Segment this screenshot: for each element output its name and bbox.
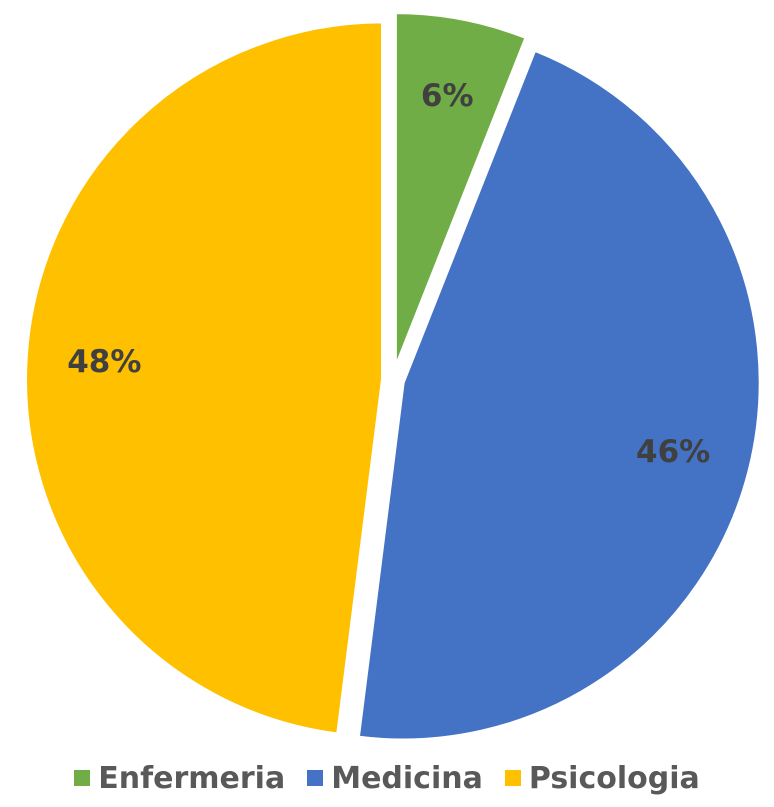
legend-item-medicina: Medicina <box>307 761 483 796</box>
pie-slice-medicina <box>355 47 763 743</box>
legend-item-psicologia: Psicologia <box>504 760 700 796</box>
pie-slice-psicologia <box>23 19 386 737</box>
legend-item-enfermeria: Enfermeria <box>74 761 285 796</box>
legend-swatch-psicologia <box>504 770 521 786</box>
data-label-enfermeria: 6% <box>421 78 474 114</box>
legend: Enfermeria Medicina Psicologia <box>0 752 774 804</box>
legend-label-psicologia: Psicologia <box>528 760 700 796</box>
data-label-medicina: 46% <box>636 434 710 470</box>
pie-slice-enfermeria <box>392 10 530 371</box>
legend-label-medicina: Medicina <box>331 760 483 796</box>
data-label-psicologia: 48% <box>67 344 141 380</box>
legend-swatch-enfermeria <box>74 770 91 786</box>
pie-chart-svg: 6% 46% 48% <box>23 10 763 743</box>
pie-chart: 6% 46% 48% <box>23 10 763 743</box>
legend-label-enfermeria: Enfermeria <box>98 760 286 796</box>
legend-swatch-medicina <box>307 770 324 786</box>
